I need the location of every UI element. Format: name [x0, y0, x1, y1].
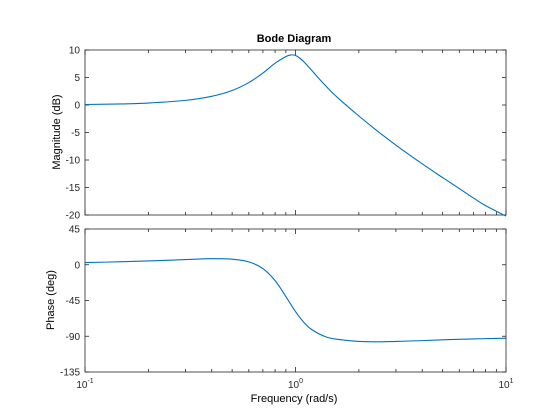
- magnitude-y-tick-label: 0: [74, 101, 80, 112]
- phase-axes-frame: [84, 228, 507, 373]
- x-axis-label: Frequency (rad/s): [251, 393, 338, 405]
- phase-panel: 450-45-90-135 10-1 100 101 Phase (deg): [45, 225, 514, 392]
- x-tick-label-exponent: 0: [299, 378, 303, 385]
- magnitude-y-tick-label: -20: [66, 211, 81, 222]
- magnitude-axes-frame: [84, 49, 507, 216]
- phase-y-tick-label: -90: [66, 332, 81, 343]
- phase-y-tick-label: 45: [69, 225, 81, 236]
- magnitude-panel: 10 5 0 -5 -10 -15 -20 Magnitude (dB): [51, 46, 507, 222]
- magnitude-x-ticks: [84, 50, 507, 215]
- phase-y-tick-label: 0: [74, 260, 80, 271]
- magnitude-y-tick-label: -5: [71, 128, 80, 139]
- x-tick-label-base: 10: [76, 380, 88, 391]
- magnitude-y-tick-label: 5: [74, 73, 80, 84]
- magnitude-series-line: [84, 54, 507, 217]
- x-tick-label-exponent: -1: [87, 378, 93, 385]
- magnitude-y-tick-label: 10: [69, 46, 81, 57]
- phase-y-tick-label: -45: [66, 296, 81, 307]
- x-tick-label: 10-1: [76, 378, 93, 391]
- magnitude-y-ticks: 10 5 0 -5 -10 -15 -20: [66, 46, 506, 222]
- phase-x-ticks: 10-1 100 101: [76, 229, 514, 391]
- x-tick-label-base: 10: [288, 380, 300, 391]
- x-tick-label: 101: [498, 378, 513, 391]
- phase-y-axis-label: Phase (deg): [45, 270, 57, 330]
- magnitude-y-tick-label: -15: [66, 183, 81, 194]
- phase-y-tick-label: -135: [60, 368, 80, 379]
- chart-title: Bode Diagram: [257, 33, 332, 45]
- phase-series-line: [84, 258, 507, 343]
- x-tick-label: 100: [288, 378, 303, 391]
- x-tick-label-base: 10: [498, 380, 510, 391]
- phase-y-ticks: 45 0 -45 -90 -135: [60, 225, 506, 379]
- x-tick-label-exponent: 1: [510, 378, 514, 385]
- magnitude-y-tick-label: -10: [66, 156, 81, 167]
- magnitude-y-axis-label: Magnitude (dB): [51, 94, 63, 169]
